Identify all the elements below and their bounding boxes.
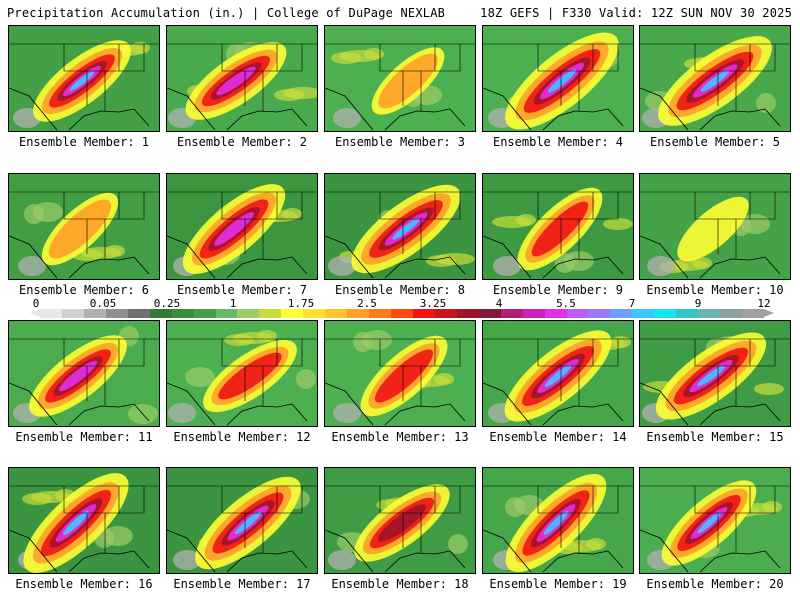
colorbar-segment — [632, 309, 655, 318]
ensemble-map-2 — [166, 25, 318, 132]
colorbar-segment — [369, 309, 391, 318]
ensemble-map-12 — [166, 320, 318, 427]
colorbar-segment — [149, 309, 172, 318]
ensemble-member-label: Ensemble Member: 7 — [176, 283, 308, 297]
colorbar-segment — [698, 309, 721, 318]
ensemble-member-label: Ensemble Member: 16 — [15, 577, 153, 591]
ensemble-member-label: Ensemble Member: 9 — [492, 283, 624, 297]
colorbar-segment — [105, 309, 128, 318]
ensemble-map-5 — [639, 25, 791, 132]
colorbar-segment — [412, 309, 435, 318]
colorbar-segment — [237, 309, 260, 318]
colorbar-segment — [588, 309, 611, 318]
ensemble-member-label: Ensemble Member: 5 — [649, 135, 781, 149]
colorbar-segment — [676, 309, 699, 318]
ensemble-map-4 — [482, 25, 634, 132]
colorbar-segment — [303, 309, 326, 318]
colorbar-segment — [434, 309, 457, 318]
colorbar-tick-label: 5.5 — [556, 297, 576, 310]
ensemble-member-label: Ensemble Member: 13 — [331, 430, 469, 444]
colorbar-tick-label: 4 — [495, 297, 503, 310]
ensemble-member-label: Ensemble Member: 18 — [331, 577, 469, 591]
colorbar-tick-label: 12 — [757, 297, 771, 310]
ensemble-member-label: Ensemble Member: 19 — [489, 577, 627, 591]
colorbar-segment — [544, 309, 567, 318]
colorbar-tick-label: 1.75 — [287, 297, 315, 310]
ensemble-member-label: Ensemble Member: 14 — [489, 430, 627, 444]
ensemble-map-9 — [482, 173, 634, 280]
colorbar-tick-label: 0.25 — [153, 297, 181, 310]
ensemble-member-label: Ensemble Member: 20 — [646, 577, 784, 591]
colorbar-segment — [215, 309, 238, 318]
ensemble-map-15 — [639, 320, 791, 427]
ensemble-member-label: Ensemble Member: 11 — [15, 430, 153, 444]
ensemble-member-label: Ensemble Member: 17 — [173, 577, 311, 591]
colorbar-segment — [281, 309, 304, 318]
ensemble-member-label: Ensemble Member: 12 — [173, 430, 311, 444]
colorbar-segment — [500, 309, 523, 318]
colorbar-segment — [478, 309, 501, 318]
colorbar-segment — [83, 309, 106, 318]
colorbar-segment — [610, 309, 633, 318]
colorbar-segment — [720, 309, 742, 318]
ensemble-member-label: Ensemble Member: 15 — [646, 430, 784, 444]
colorbar-arrow-right — [764, 309, 774, 317]
colorbar-segment — [61, 309, 84, 318]
colorbar-segment — [193, 309, 216, 318]
colorbar-segment — [654, 309, 677, 318]
colorbar-segment — [325, 309, 348, 318]
run-valid-time: 18Z GEFS | F330 Valid: 12Z SUN NOV 30 20… — [480, 6, 792, 20]
colorbar-segment — [391, 309, 413, 318]
colorbar-tick-label: 2.5 — [357, 297, 377, 310]
ensemble-map-20 — [639, 467, 791, 574]
ensemble-member-label: Ensemble Member: 3 — [334, 135, 466, 149]
ensemble-map-6 — [8, 173, 160, 280]
colorbar-segment — [522, 309, 545, 318]
ensemble-map-11 — [8, 320, 160, 427]
colorbar — [40, 309, 764, 318]
ensemble-member-label: Ensemble Member: 1 — [18, 135, 150, 149]
colorbar-segment — [456, 309, 479, 318]
ensemble-map-10 — [639, 173, 791, 280]
colorbar-tick-label: 9 — [694, 297, 702, 310]
colorbar-tick-label: 3.25 — [419, 297, 447, 310]
ensemble-member-label: Ensemble Member: 6 — [18, 283, 150, 297]
colorbar-segment — [171, 309, 194, 318]
ensemble-map-14 — [482, 320, 634, 427]
colorbar-segment — [566, 309, 589, 318]
ensemble-map-7 — [166, 173, 318, 280]
ensemble-member-label: Ensemble Member: 4 — [492, 135, 624, 149]
colorbar-tick-label: 1 — [229, 297, 237, 310]
ensemble-map-3 — [324, 25, 476, 132]
colorbar-tick-label: 0 — [32, 297, 40, 310]
ensemble-map-17 — [166, 467, 318, 574]
colorbar-segment — [127, 309, 150, 318]
ensemble-member-label: Ensemble Member: 10 — [646, 283, 784, 297]
colorbar-arrow-left — [30, 309, 40, 317]
colorbar-segment — [259, 309, 282, 318]
ensemble-map-8 — [324, 173, 476, 280]
ensemble-map-16 — [8, 467, 160, 574]
colorbar-segment — [40, 309, 62, 318]
ensemble-member-label: Ensemble Member: 8 — [334, 283, 466, 297]
ensemble-member-label: Ensemble Member: 2 — [176, 135, 308, 149]
colorbar-tick-label: 0.05 — [89, 297, 117, 310]
ensemble-map-1 — [8, 25, 160, 132]
ensemble-map-18 — [324, 467, 476, 574]
colorbar-segment — [742, 309, 764, 318]
ensemble-map-13 — [324, 320, 476, 427]
ensemble-map-19 — [482, 467, 634, 574]
colorbar-segment — [347, 309, 370, 318]
chart-title: Precipitation Accumulation (in.) | Colle… — [7, 6, 446, 20]
colorbar-tick-label: 7 — [628, 297, 636, 310]
